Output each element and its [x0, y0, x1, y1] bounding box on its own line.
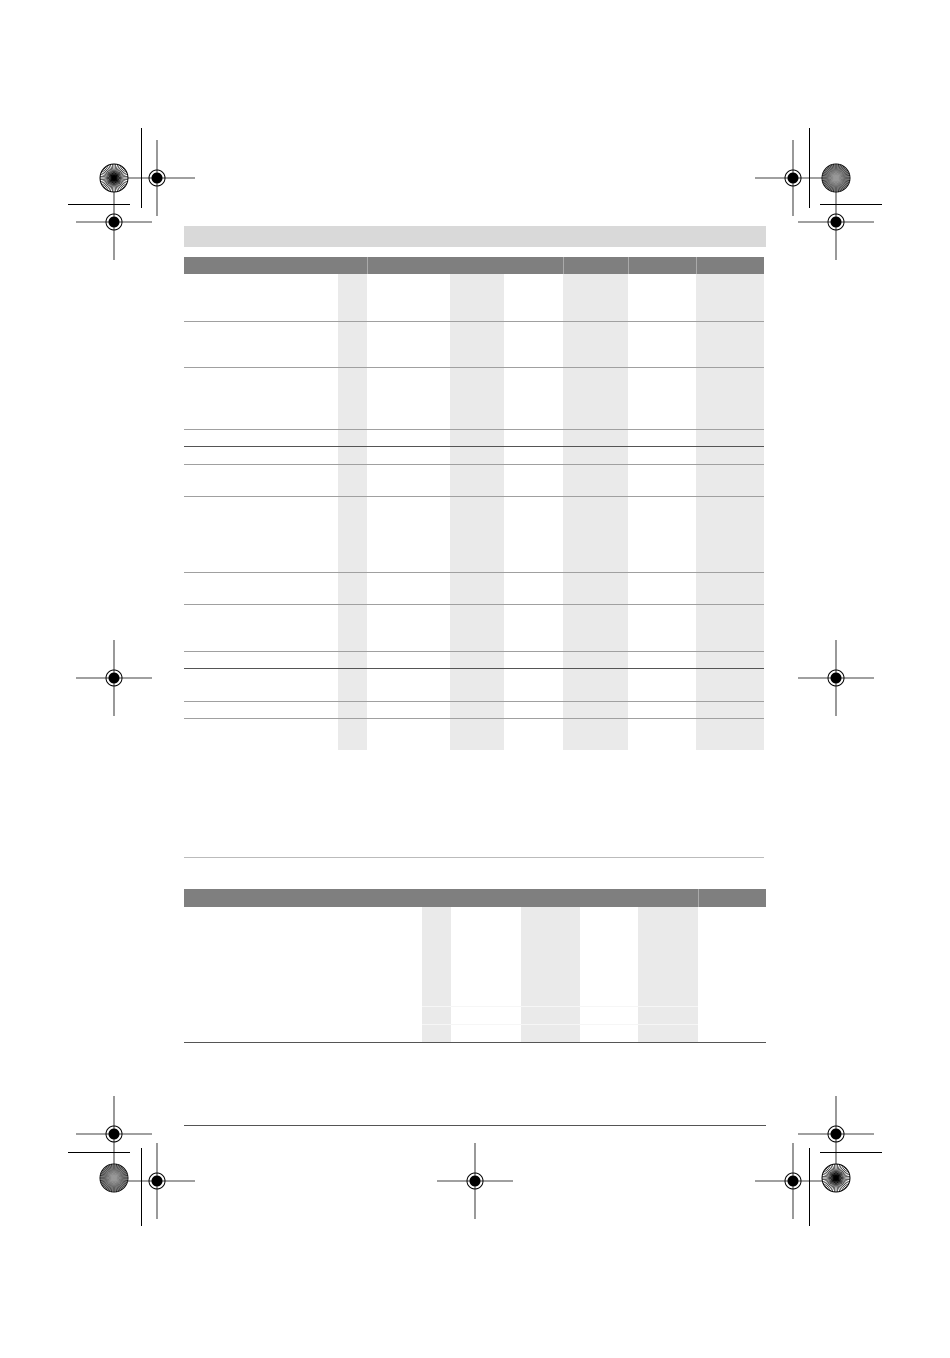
trim-mark — [809, 1148, 810, 1226]
trim-mark — [820, 1152, 882, 1153]
header-divider — [628, 257, 629, 274]
row-line — [184, 367, 764, 368]
row-line — [184, 464, 764, 465]
starburst-color-bar-icon — [99, 1163, 129, 1193]
row-line — [184, 701, 764, 702]
crosshair-target-icon — [76, 1096, 152, 1172]
starburst-color-bar-icon — [821, 163, 851, 193]
crosshair-target-icon — [437, 1143, 513, 1219]
header-divider — [367, 257, 368, 274]
starburst-color-bar-icon — [99, 163, 129, 193]
trim-mark — [68, 1152, 130, 1153]
crosshair-target-icon — [76, 184, 152, 260]
column-shade — [563, 274, 628, 750]
crosshair-target-icon — [76, 640, 152, 716]
row-line — [184, 668, 764, 669]
trim-mark — [141, 1148, 142, 1226]
row-line — [422, 1006, 698, 1007]
table-2-header — [184, 889, 766, 907]
row-line — [184, 496, 764, 497]
table-1-header — [184, 257, 764, 274]
header-divider — [563, 257, 564, 274]
row-line — [184, 572, 764, 573]
row-line — [184, 429, 764, 430]
column-shade — [450, 274, 504, 750]
crosshair-target-icon — [798, 184, 874, 260]
row-line — [184, 651, 764, 652]
trim-mark — [141, 128, 142, 208]
crosshair-target-icon — [798, 640, 874, 716]
page-header-band — [184, 226, 766, 247]
crosshair-target-icon — [798, 1096, 874, 1172]
column-shade — [638, 907, 698, 1042]
column-shade — [338, 274, 367, 750]
crosshair-target-icon — [755, 1143, 831, 1219]
section-divider — [184, 857, 764, 858]
row-line — [184, 718, 764, 719]
footer-rule — [184, 1125, 766, 1126]
row-line — [422, 1024, 698, 1025]
starburst-color-bar-icon — [821, 1163, 851, 1193]
crosshair-target-icon — [119, 140, 195, 216]
header-divider — [698, 889, 699, 907]
column-shade — [696, 274, 764, 750]
row-line — [184, 321, 764, 322]
column-shade — [422, 907, 451, 1042]
column-shade — [521, 907, 580, 1042]
trim-mark — [68, 204, 130, 205]
crosshair-target-icon — [755, 140, 831, 216]
crosshair-target-icon — [119, 1143, 195, 1219]
header-divider — [696, 257, 697, 274]
table-2-bottom-rule — [184, 1042, 766, 1043]
row-line — [184, 604, 764, 605]
trim-mark — [820, 204, 882, 205]
trim-mark — [809, 128, 810, 208]
row-line — [184, 446, 764, 447]
